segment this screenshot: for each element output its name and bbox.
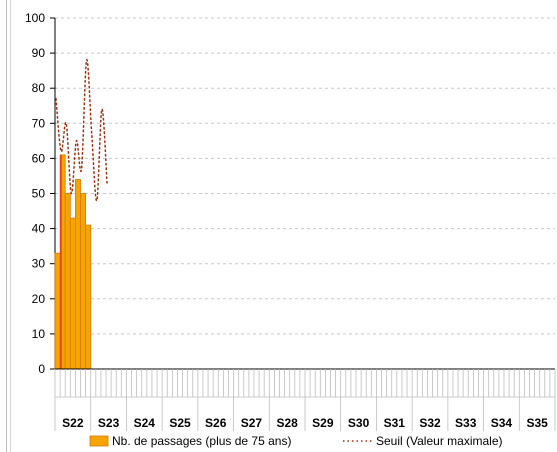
bar <box>85 224 92 370</box>
y-tick-label: 50 <box>32 187 46 201</box>
y-tick-label: 100 <box>25 11 45 25</box>
grid <box>55 17 555 335</box>
bar <box>75 179 81 370</box>
x-week-label: S33 <box>455 416 477 430</box>
y-tick-label: 30 <box>32 257 46 271</box>
x-week-label: S25 <box>169 416 191 430</box>
legend-label-line: Seuil (Valeur maximale) <box>376 434 503 448</box>
y-tick-label: 0 <box>38 362 45 376</box>
x-week-label: S29 <box>312 416 334 430</box>
chart-border-left-inner <box>10 0 11 452</box>
x-week-label: S26 <box>205 416 227 430</box>
x-week-label: S32 <box>419 416 441 430</box>
bar <box>64 193 71 370</box>
bar <box>54 252 61 370</box>
chart-border-left <box>6 0 7 452</box>
y-tick-label: 20 <box>32 292 46 306</box>
x-week-label: S34 <box>491 416 513 430</box>
x-week-label: S28 <box>276 416 298 430</box>
line-series <box>55 59 108 202</box>
legend-swatch-bars <box>89 435 109 447</box>
legend: Nb. de passages (plus de 75 ans) Seuil (… <box>89 434 503 448</box>
y-tick-label: 10 <box>32 327 46 341</box>
x-week-label: S30 <box>348 416 370 430</box>
y-tick-label: 70 <box>32 116 46 130</box>
y-axis: 0 10 20 30 40 50 60 70 80 90 100 <box>25 11 56 376</box>
x-week-label: S35 <box>526 416 548 430</box>
x-week-label: S22 <box>62 416 84 430</box>
legend-label-bars: Nb. de passages (plus de 75 ans) <box>112 434 291 448</box>
bar <box>80 193 87 370</box>
y-tick-label: 80 <box>32 81 46 95</box>
y-tick-label: 40 <box>32 222 46 236</box>
bar-highlight <box>60 154 62 369</box>
threshold-line <box>55 59 108 202</box>
x-week-label: S31 <box>384 416 406 430</box>
x-week-label: S23 <box>98 416 120 430</box>
y-tick-label: 60 <box>32 151 46 165</box>
bar-series <box>54 154 92 370</box>
x-week-label: S24 <box>134 416 156 430</box>
bar <box>69 217 76 370</box>
y-tick-label: 90 <box>32 46 46 60</box>
x-axis: S22 S23 S24 S25 S26 S27 S28 S29 S30 S31 S32 S33 S34 S… <box>54 368 556 431</box>
x-week-label: S27 <box>241 416 263 430</box>
